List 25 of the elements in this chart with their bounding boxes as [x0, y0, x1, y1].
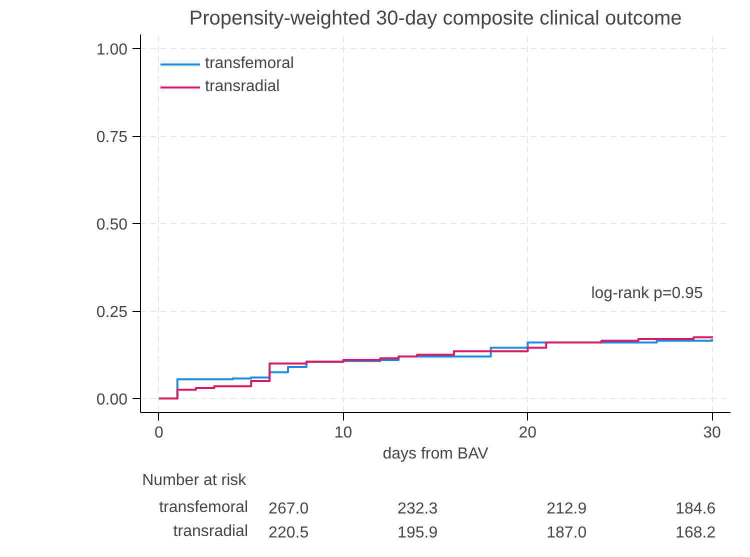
y-tick-label: 0.25	[96, 304, 128, 321]
text: transradial	[173, 523, 248, 540]
y-tick-label: 1.00	[96, 42, 128, 58]
text: transfemoral	[159, 499, 248, 516]
chart-title: Propensity-weighted 30-day composite clinical outcome	[189, 8, 682, 30]
x-tick-label: 10	[334, 424, 352, 442]
text: 195.9	[398, 524, 438, 542]
text: 220.5	[268, 524, 309, 542]
text: 184.6	[676, 500, 716, 518]
x-tick-label: 20	[518, 424, 537, 442]
text: 168.2	[676, 524, 716, 542]
y-tick-label: 0.00	[96, 392, 128, 408]
text: Number at risk	[142, 472, 248, 489]
annotation: log-rank p=0.95	[591, 285, 703, 302]
x-tick-label: 0	[154, 424, 164, 442]
text: 187.0	[546, 524, 587, 542]
legend-label: transradial	[205, 78, 280, 96]
x-axis-title: days from BAV	[382, 446, 489, 462]
text: 232.3	[398, 500, 438, 518]
text: 212.9	[546, 500, 587, 518]
y-tick-label: 0.50	[96, 216, 128, 234]
y-tick-label: 0.75	[96, 129, 128, 146]
legend-label: transfemoral	[205, 55, 294, 73]
text: 267.0	[268, 500, 309, 518]
x-tick-label: 30	[703, 424, 722, 442]
